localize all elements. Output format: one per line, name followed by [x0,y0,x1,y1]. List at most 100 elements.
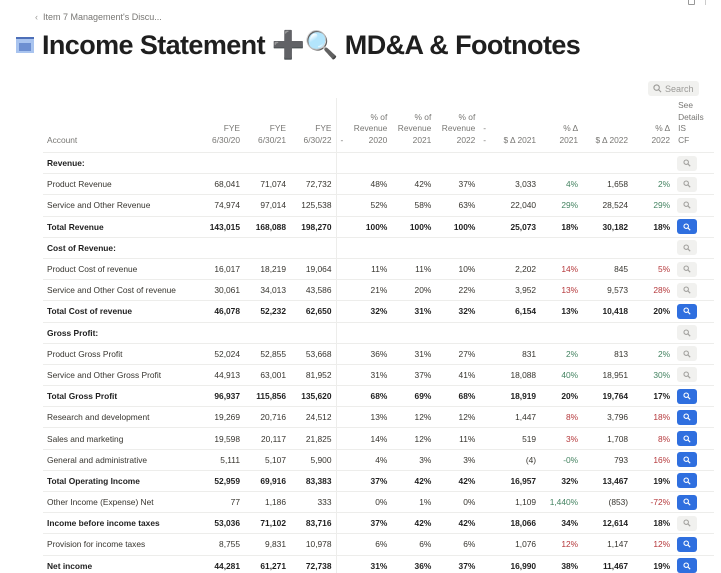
see-details-button[interactable] [677,282,698,298]
fye-2022-cell: 24,512 [290,406,336,429]
header-pct-delta-2022[interactable]: % Δ 2022 [651,123,671,145]
dollar-delta-2022-cell: 10,418 [582,300,633,323]
share-icon[interactable] [688,0,695,5]
fye-2020-cell: 74,974 [198,194,244,217]
pct-delta-2021-cell [540,237,583,259]
see-details-button[interactable] [677,515,698,531]
breadcrumb-back-link[interactable]: ‹ Item 7 Management's Discu... [35,12,162,22]
details-cell [674,427,715,450]
header-see-details[interactable]: See Details IS CF [678,100,704,145]
header-dollar-delta-2022[interactable]: $ Δ 2022 [595,134,629,145]
fye-2021-cell: 5,107 [244,449,290,471]
separator-cell [479,470,491,493]
see-details-button[interactable] [677,431,698,447]
pct-delta-2021-cell [540,322,583,344]
table-row: Income before income taxes 53,036 71,102… [43,512,715,535]
see-details-button[interactable] [677,409,698,425]
header-pct-revenue-2022[interactable]: % of Revenue 2022 [441,111,476,145]
pct-revenue-2022-cell: 63% [435,194,480,217]
fye-2020-cell: 53,036 [198,512,244,535]
fye-2020-cell: 5,111 [198,449,244,471]
pct-delta-2022-cell [632,237,675,259]
see-details-button[interactable] [677,155,698,171]
see-details-button[interactable] [677,367,698,383]
table-row: Product Cost of revenue 16,017 18,219 19… [43,258,715,281]
see-details-button[interactable] [677,494,698,510]
pct-revenue-2022-cell: 12% [435,406,480,429]
pct-revenue-2020-cell: 4% [347,449,392,471]
see-details-button[interactable] [677,346,698,362]
details-cell [674,406,715,429]
pct-delta-2021-cell: 1,440% [540,491,583,514]
table-row: Gross Profit: [43,322,715,344]
separator-cell [335,364,348,387]
header-pct-delta-2021[interactable]: % Δ 2021 [559,123,579,145]
pct-revenue-2020-cell: 37% [347,512,392,535]
pct-revenue-2021-cell: 69% [391,385,436,408]
see-details-button[interactable] [677,219,698,235]
pct-delta-2021-cell: 20% [540,385,583,408]
separator-cell [335,216,348,238]
fye-2021-cell: 115,856 [244,385,290,408]
header-separator-1[interactable]: - [335,98,348,153]
pct-revenue-2021-cell: 37% [391,364,436,387]
see-details-button[interactable] [677,197,698,213]
pct-revenue-2022-cell [435,237,480,259]
fye-2020-cell: 96,937 [198,385,244,408]
see-details-button[interactable] [677,325,698,341]
separator-cell [335,237,348,259]
table-row: Service and Other Cost of revenue 30,061… [43,279,715,302]
header-pct-revenue-2021[interactable]: % of Revenue 2021 [397,111,432,145]
table-row: General and administrative 5,111 5,107 5… [43,449,715,471]
separator-cell [479,194,491,217]
search-button[interactable]: Search [648,81,699,96]
fye-2021-cell: 52,232 [244,300,290,323]
pct-revenue-2022-cell: 27% [435,343,480,365]
see-details-button[interactable] [677,176,698,192]
separator-cell [335,300,348,323]
see-details-button[interactable] [677,388,698,404]
pct-revenue-2022-cell [435,322,480,344]
magnifier-icon [683,434,691,443]
pct-revenue-2020-cell: 6% [347,533,392,556]
see-details-button[interactable] [677,452,698,468]
dollar-delta-2021-cell: (4) [490,449,541,471]
separator-cell [479,512,491,535]
header-account[interactable]: Account [47,134,78,145]
fye-2021-cell: 18,219 [244,258,290,281]
pct-delta-2022-cell: 12% [632,533,675,556]
dollar-delta-2022-cell: 793 [582,449,633,471]
fye-2022-cell: 62,650 [290,300,336,323]
table-row: Total Operating Income 52,959 69,916 83,… [43,470,715,493]
header-separator-2[interactable]: -- [483,123,487,145]
separator-cell [335,555,348,573]
header-dollar-delta-2021[interactable]: $ Δ 2021 [503,134,537,145]
header-pct-revenue-2020[interactable]: % of Revenue 2020 [353,111,388,145]
fye-2020-cell: 52,024 [198,343,244,365]
pct-delta-2022-cell: 20% [632,300,675,323]
see-details-button[interactable] [677,240,698,256]
see-details-button[interactable] [677,261,698,277]
see-details-button[interactable] [677,303,698,319]
account-cell: Service and Other Cost of revenue [43,279,198,302]
pct-revenue-2022-cell: 42% [435,470,480,493]
dollar-delta-2022-cell: 13,467 [582,470,633,493]
see-details-button[interactable] [677,473,698,489]
header-fye-2020[interactable]: FYE 6/30/20 [212,123,240,145]
pct-revenue-2022-cell [435,152,480,175]
pct-delta-2022-cell: 16% [632,449,675,471]
see-details-button[interactable] [677,558,698,573]
account-cell: Income before income taxes [43,512,198,535]
header-fye-2021[interactable]: FYE 6/30/21 [258,123,286,145]
fye-2020-cell: 16,017 [198,258,244,281]
dollar-delta-2022-cell: 30,182 [582,216,633,238]
separator-cell [479,173,491,196]
pct-revenue-2021-cell: 3% [391,449,436,471]
fye-2021-cell: 20,716 [244,406,290,429]
pct-revenue-2020-cell [347,152,392,175]
separator-cell [335,491,348,514]
header-fye-2022[interactable]: FYE 6/30/22 [303,123,332,145]
see-details-button[interactable] [677,536,698,552]
account-cell: Research and development [43,406,198,429]
pct-delta-2022-cell: 2% [632,173,675,196]
